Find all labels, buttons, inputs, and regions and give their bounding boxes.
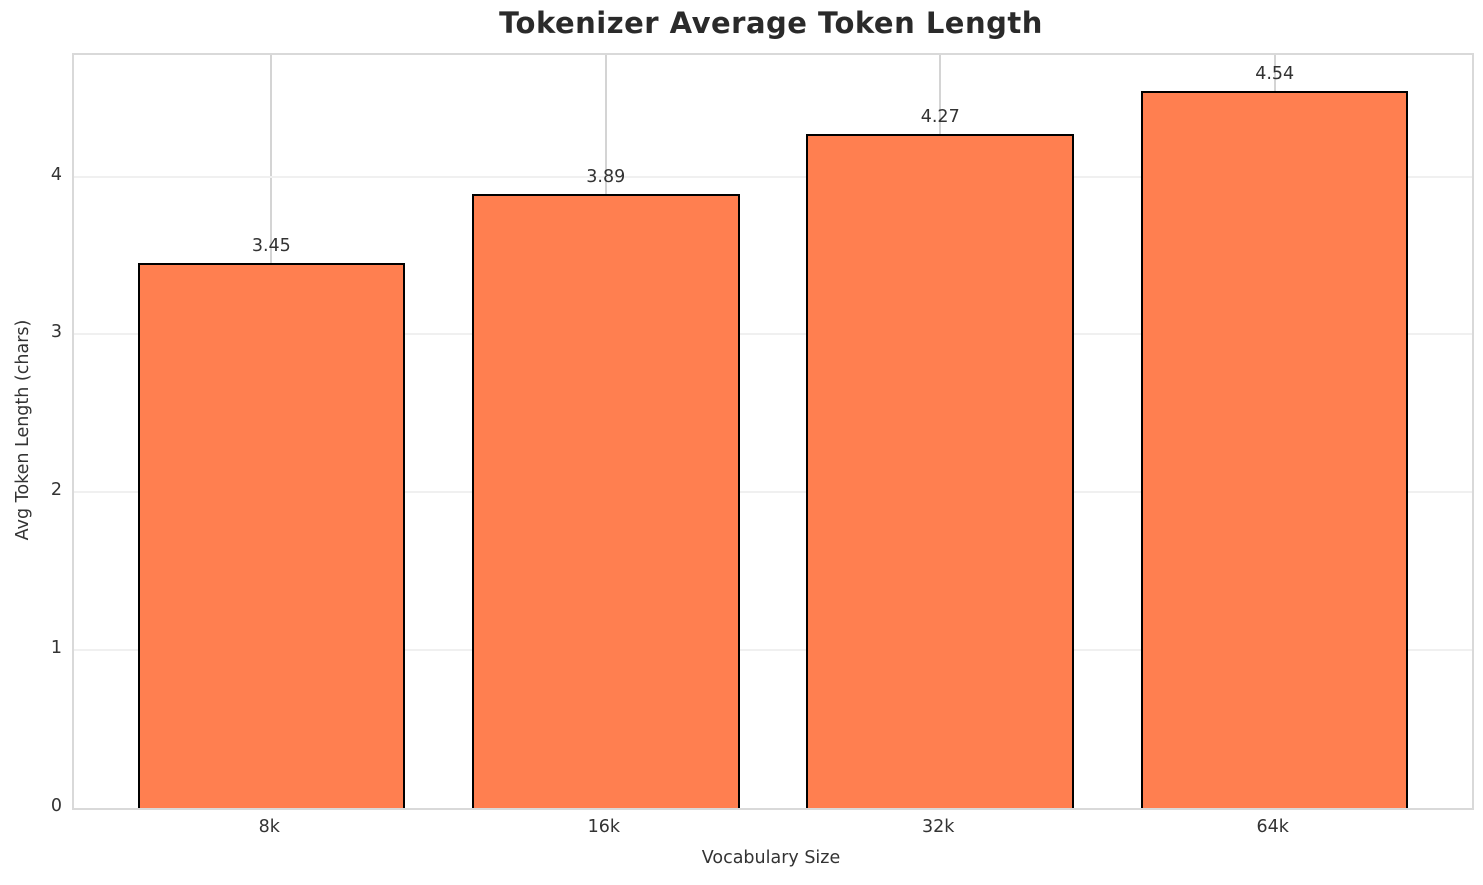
chart-title: Tokenizer Average Token Length (499, 6, 1043, 40)
bar-64k (1140, 91, 1409, 808)
y-tick-label: 2 (50, 480, 62, 501)
bar-value-label: 4.54 (1255, 64, 1295, 85)
bar-16k (471, 193, 740, 808)
bar-value-label: 3.45 (251, 236, 291, 257)
horizontal-gridline (74, 649, 1472, 652)
bar-value-label: 3.89 (586, 166, 626, 187)
x-axis-label: Vocabulary Size (701, 848, 841, 868)
x-tick-label: 8k (258, 817, 280, 837)
y-tick-label: 0 (50, 796, 62, 816)
horizontal-gridline (74, 333, 1472, 336)
x-tick-label: 32k (922, 817, 955, 837)
bar-8k (137, 263, 406, 808)
y-tick-label: 3 (50, 322, 62, 343)
x-tick-label: 16k (587, 817, 620, 837)
horizontal-gridline (74, 491, 1472, 494)
y-tick-label: 4 (50, 164, 62, 185)
horizontal-gridline (74, 175, 1472, 178)
plot-area: 3.45 3.89 4.27 4.54 (72, 53, 1474, 810)
bar-value-label: 4.27 (920, 106, 960, 127)
bar-32k (806, 133, 1074, 808)
x-tick-label: 64k (1256, 817, 1289, 837)
y-tick-label: 1 (50, 638, 62, 659)
y-axis-label: Avg Token Length (chars) (13, 319, 33, 541)
